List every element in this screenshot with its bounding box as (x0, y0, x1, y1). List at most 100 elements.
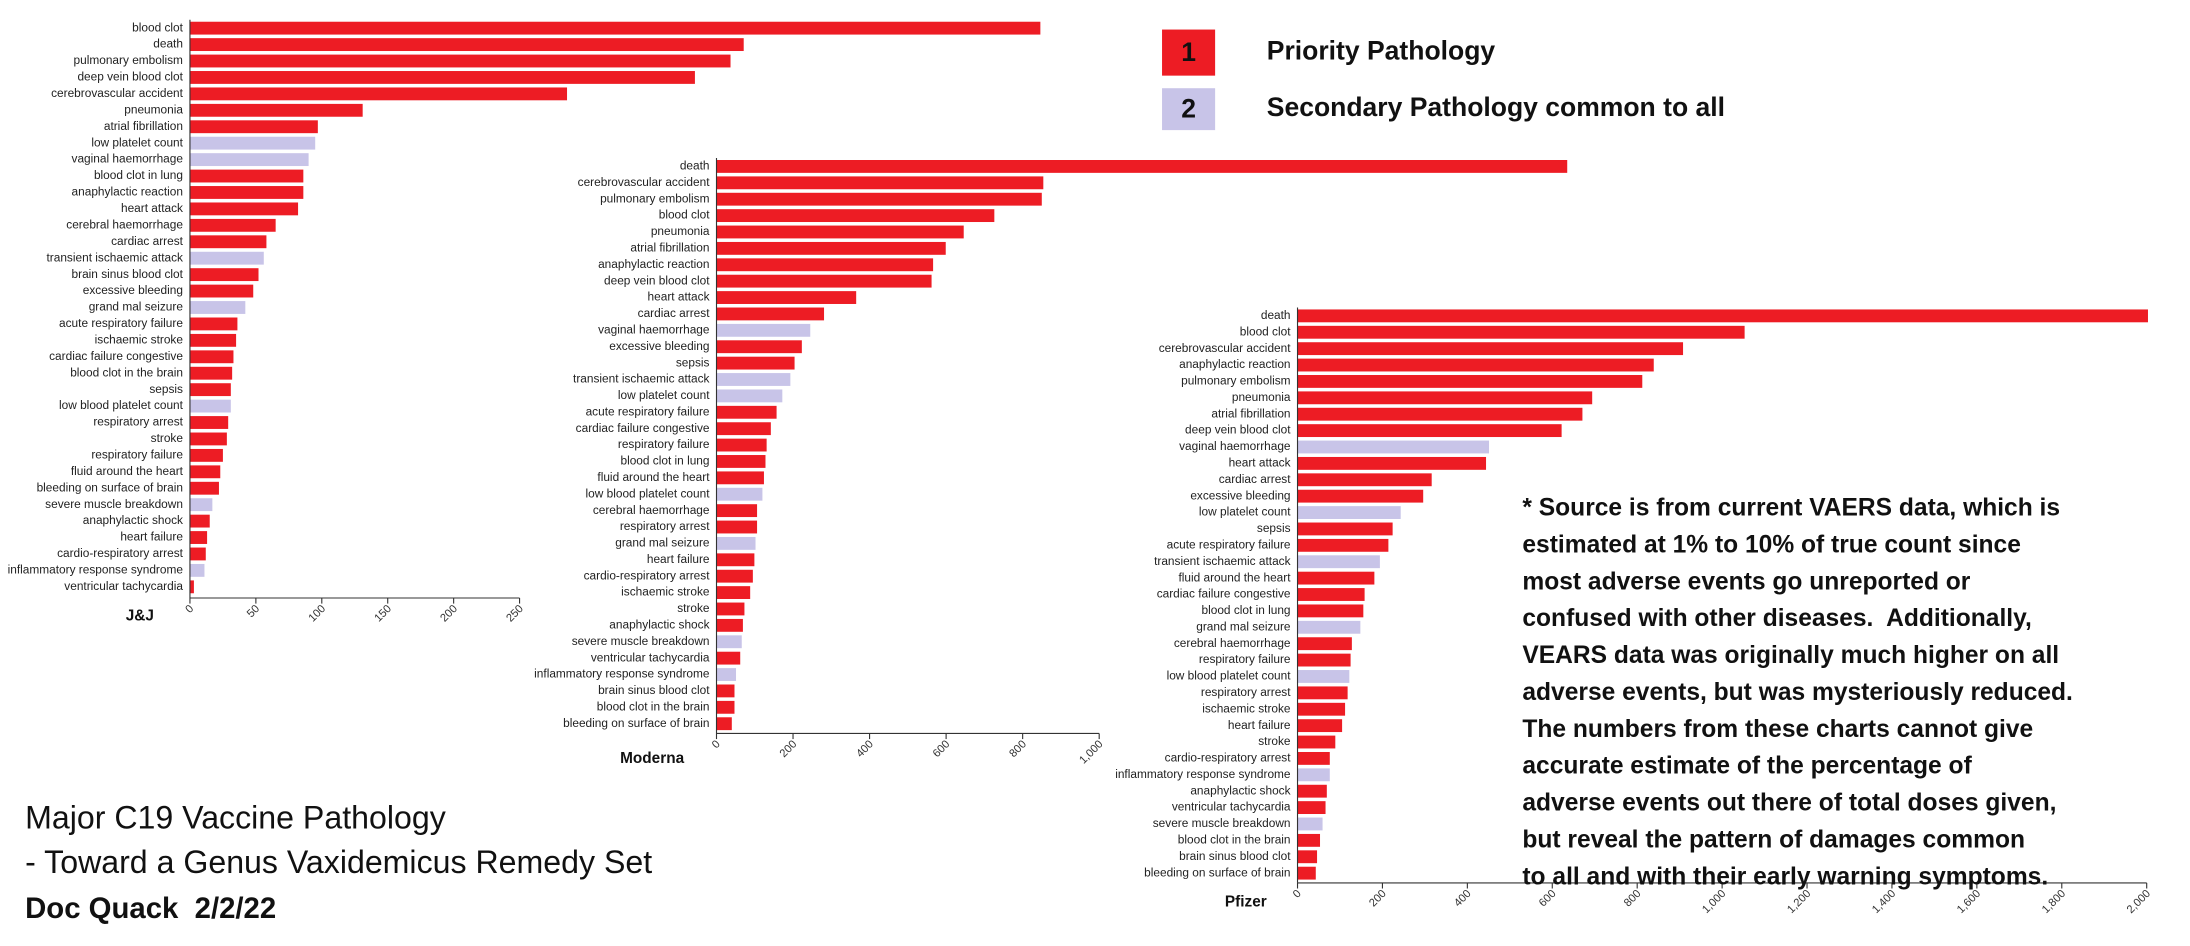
bar (189, 333, 237, 347)
note-line: accurate estimate of the percentage of (1522, 753, 1972, 780)
category-label: transient ischaemic attack (47, 250, 184, 264)
bar (716, 192, 1042, 206)
bar (189, 547, 206, 561)
bar (716, 520, 758, 534)
bar (1297, 309, 2148, 323)
category-label: blood clot (132, 20, 183, 34)
x-tick-label: 100 (306, 603, 328, 625)
note-line: adverse events, but was mysteriously red… (1522, 679, 2073, 706)
x-tick-label: 0 (1291, 888, 1304, 901)
category-label: cardiac arrest (111, 234, 184, 248)
bar (189, 202, 299, 216)
category-label: vaginal haemorrhage (1179, 439, 1291, 453)
x-tick-label: 0 (710, 738, 723, 751)
category-label: excessive bleeding (609, 339, 709, 353)
bar (1297, 702, 1346, 716)
category-label: ventricular tachycardia (1172, 800, 1291, 814)
category-label: vaginal haemorrhage (598, 322, 710, 336)
category-label: death (1261, 308, 1291, 322)
bar (716, 291, 857, 304)
category-label: pulmonary embolism (74, 53, 184, 67)
bar (189, 87, 568, 101)
note-line: adverse events out there of total doses … (1522, 790, 2056, 817)
bar (1297, 440, 1490, 454)
bar (189, 169, 304, 183)
bar (716, 422, 771, 436)
x-tick-label: 400 (854, 738, 876, 760)
category-label: low platelet count (1199, 505, 1291, 519)
category-label: cerebral haemorrhage (593, 503, 710, 517)
note-line: to all and with their early warning symp… (1522, 863, 2048, 890)
x-tick-label: 800 (1622, 888, 1644, 910)
bar (1297, 719, 1343, 733)
legend-swatch (1162, 88, 1216, 131)
category-label: low blood platelet count (586, 486, 711, 500)
category-label: blood clot in the brain (1178, 833, 1291, 847)
bar (189, 531, 208, 544)
note-line: VEARS data was originally much higher on… (1522, 642, 2059, 669)
bar (716, 405, 777, 419)
note-line: but reveal the pattern of damages common (1522, 826, 2025, 853)
category-label: cerebrovascular accident (1159, 341, 1292, 355)
category-label: blood clot (1240, 324, 1291, 338)
category-label: heart failure (647, 552, 710, 566)
category-label: fluid around the heart (1178, 570, 1291, 584)
category-label: cardio-respiratory arrest (57, 546, 184, 560)
category-label: severe muscle breakdown (572, 634, 710, 648)
x-tick-label: 250 (504, 603, 526, 625)
category-label: atrial fibrillation (104, 119, 183, 133)
category-label: excessive bleeding (1190, 488, 1290, 502)
category-label: low platelet count (91, 135, 183, 149)
category-label: blood clot (659, 208, 710, 222)
category-label: brain sinus blood clot (598, 683, 710, 697)
category-label: pulmonary embolism (1181, 374, 1291, 388)
legend-label: Priority Pathology (1267, 36, 1496, 66)
bar (189, 301, 246, 314)
chart-name: Pfizer (1225, 894, 1267, 911)
category-label: bleeding on surface of brain (563, 716, 709, 730)
category-label: respiratory failure (1199, 652, 1291, 666)
bar (716, 307, 825, 321)
bar (716, 340, 802, 354)
category-label: brain sinus blood clot (1179, 849, 1291, 863)
category-label: acute respiratory failure (1167, 537, 1291, 551)
category-label: anaphylactic reaction (598, 257, 709, 271)
bar (1297, 735, 1336, 749)
category-label: blood clot in the brain (597, 699, 710, 713)
bar (716, 602, 745, 616)
bar (1297, 555, 1380, 569)
category-label: heart failure (120, 530, 183, 544)
bar (1297, 407, 1583, 421)
bar (716, 717, 732, 731)
category-label: respiratory arrest (1201, 685, 1291, 699)
bar (1297, 391, 1593, 405)
category-label: sepsis (149, 382, 183, 396)
category-label: vaginal haemorrhage (72, 152, 184, 166)
category-label: pneumonia (124, 102, 183, 116)
bar (189, 284, 254, 298)
bar (1297, 670, 1350, 683)
note-line: The numbers from these charts cannot giv… (1522, 716, 2033, 743)
chart-name: Moderna (620, 750, 684, 767)
x-tick-label: 1,400 (1870, 888, 1898, 916)
category-label: pneumonia (651, 224, 710, 238)
legend-number: 1 (1181, 37, 1196, 67)
bar (1297, 473, 1432, 487)
note-line: most adverse events go unreported or (1522, 568, 1970, 595)
category-label: anaphylactic reaction (72, 185, 183, 199)
x-tick-label: 600 (1537, 888, 1559, 910)
category-label: blood clot in the brain (70, 365, 183, 379)
heading-line: Major C19 Vaccine Pathology (25, 799, 446, 835)
category-label: low blood platelet count (1167, 669, 1292, 683)
category-label: transient ischaemic attack (573, 372, 710, 386)
bar (1297, 342, 1684, 356)
category-label: ischaemic stroke (621, 585, 710, 599)
x-tick-label: 400 (1452, 888, 1474, 910)
x-tick-label: 1,200 (1785, 888, 1813, 916)
category-label: anaphylactic shock (83, 513, 183, 527)
bar (716, 635, 742, 649)
category-label: ischaemic stroke (95, 332, 184, 346)
bar (189, 218, 276, 232)
bar (1297, 620, 1361, 634)
